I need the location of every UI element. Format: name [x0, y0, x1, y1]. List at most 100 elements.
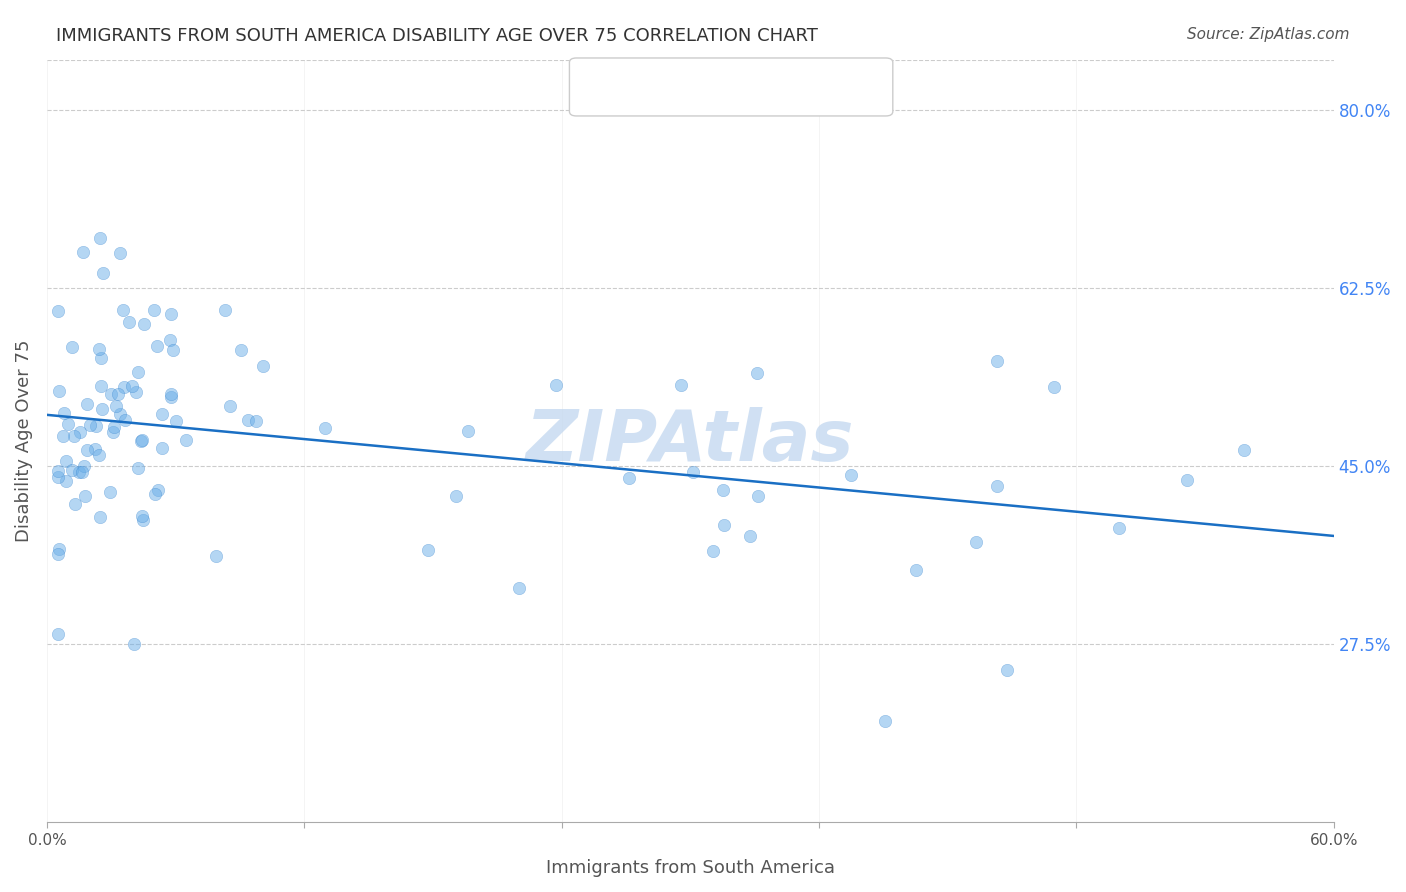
Point — [205, 549, 228, 563]
Point — [142, 303, 165, 318]
Point — [63, 496, 86, 510]
Point — [118, 314, 141, 328]
Point — [121, 379, 143, 393]
Point — [1233, 442, 1256, 457]
Point — [108, 408, 131, 422]
Text: R =: R = — [605, 75, 647, 95]
Point — [252, 359, 274, 374]
Point — [104, 399, 127, 413]
Point — [143, 487, 166, 501]
Point — [905, 563, 928, 577]
Point — [965, 534, 987, 549]
Text: N =: N = — [724, 75, 780, 95]
Point — [236, 413, 259, 427]
Point — [67, 465, 90, 479]
Point — [174, 433, 197, 447]
Point — [69, 425, 91, 439]
Point — [103, 419, 125, 434]
Point — [52, 429, 75, 443]
Point — [160, 387, 183, 401]
Point — [112, 380, 135, 394]
Point — [60, 463, 83, 477]
Point — [48, 542, 70, 557]
Point — [89, 351, 111, 365]
Point — [132, 318, 155, 332]
Point — [84, 418, 107, 433]
Point — [122, 637, 145, 651]
Point — [63, 429, 86, 443]
Point — [218, 399, 240, 413]
Point — [986, 479, 1008, 493]
Point — [90, 379, 112, 393]
Point — [146, 339, 169, 353]
Point — [60, 341, 83, 355]
Point — [72, 244, 94, 259]
Point — [46, 304, 69, 318]
Point — [87, 448, 110, 462]
Point — [619, 471, 641, 485]
Point — [46, 464, 69, 478]
Point — [738, 529, 761, 543]
Point — [159, 391, 181, 405]
Point — [76, 443, 98, 458]
Point — [73, 489, 96, 503]
Point — [148, 483, 170, 497]
Point — [747, 366, 769, 380]
Point — [56, 417, 79, 431]
Point — [702, 543, 724, 558]
Point — [1043, 380, 1066, 394]
Point — [114, 413, 136, 427]
Point — [713, 518, 735, 533]
Point — [162, 343, 184, 358]
Point — [150, 407, 173, 421]
Point — [111, 303, 134, 318]
Point — [87, 343, 110, 357]
Point — [165, 414, 187, 428]
Point — [131, 433, 153, 447]
X-axis label: Immigrants from South America: Immigrants from South America — [546, 859, 835, 877]
Point — [214, 302, 236, 317]
Point — [125, 385, 148, 400]
Point — [89, 230, 111, 244]
Point — [91, 266, 114, 280]
Point — [84, 442, 107, 456]
Point — [127, 365, 149, 379]
Point — [457, 424, 479, 438]
Point — [107, 386, 129, 401]
Point — [873, 714, 896, 728]
Point — [747, 489, 769, 503]
Point — [76, 397, 98, 411]
Point — [1108, 521, 1130, 535]
Point — [73, 458, 96, 473]
Text: ZIPAtlas: ZIPAtlas — [526, 407, 855, 475]
Point — [70, 465, 93, 479]
Point — [444, 489, 467, 503]
Text: Source: ZipAtlas.com: Source: ZipAtlas.com — [1187, 27, 1350, 42]
Point — [55, 474, 77, 488]
Point — [546, 378, 568, 392]
Point — [48, 384, 70, 398]
Point — [671, 377, 693, 392]
Point — [160, 307, 183, 321]
Point — [52, 406, 75, 420]
Point — [150, 442, 173, 456]
Point — [101, 425, 124, 439]
Point — [245, 414, 267, 428]
Point — [129, 434, 152, 449]
Point — [46, 469, 69, 483]
Point — [100, 387, 122, 401]
Point — [839, 468, 862, 483]
Point — [108, 245, 131, 260]
Text: -0.298: -0.298 — [661, 75, 730, 95]
Point — [131, 508, 153, 523]
Point — [46, 547, 69, 561]
Point — [1175, 473, 1198, 487]
Point — [89, 510, 111, 524]
Point — [79, 418, 101, 433]
Point — [314, 421, 336, 435]
Point — [986, 354, 1008, 368]
Point — [418, 543, 440, 558]
Point — [55, 454, 77, 468]
Text: IMMIGRANTS FROM SOUTH AMERICA DISABILITY AGE OVER 75 CORRELATION CHART: IMMIGRANTS FROM SOUTH AMERICA DISABILITY… — [56, 27, 818, 45]
Point — [127, 460, 149, 475]
